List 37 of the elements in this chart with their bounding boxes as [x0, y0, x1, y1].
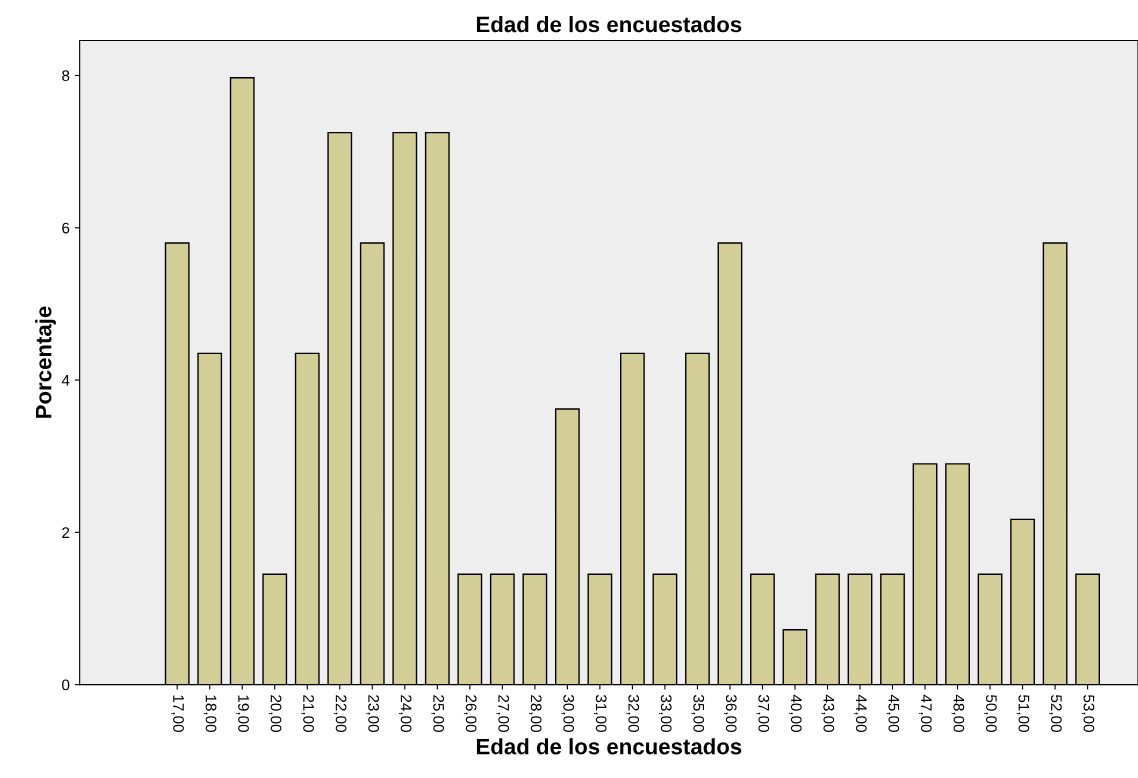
x-tick-label: 53,00: [1081, 694, 1095, 732]
x-tick-label: 17,00: [171, 695, 184, 732]
chart-title: Edad de los encuestados: [476, 16, 742, 33]
x-tick-label: 40,00: [789, 694, 802, 732]
x-tick-label: 33,00: [659, 694, 672, 732]
x-tick-label: 44,00: [854, 694, 867, 732]
x-tick-label: 22,00: [333, 695, 347, 732]
x-tick-label: 23,00: [366, 695, 380, 732]
x-tick-label: 48,00: [951, 694, 965, 732]
y-tick-label: 8: [62, 70, 70, 82]
x-tick-label: 31,00: [593, 694, 607, 732]
y-tick-label: 6: [62, 222, 70, 234]
x-tick-label: 47,00: [919, 694, 932, 732]
y-tick-label: 4: [61, 375, 70, 386]
x-axis-title: Edad de los encuestados: [476, 738, 742, 755]
x-tick-label: 24,00: [398, 695, 412, 732]
x-tick-label: 28,00: [528, 695, 542, 732]
y-tick-label: 0: [62, 679, 70, 691]
x-tick-label: 19,00: [236, 695, 249, 732]
x-tick-label: 36,00: [724, 694, 737, 732]
y-tick-label: 2: [62, 527, 70, 538]
x-tick-label: 50,00: [984, 694, 997, 732]
x-tick-label: 52,00: [1049, 694, 1062, 732]
x-tick-label: 30,00: [561, 694, 575, 732]
x-tick-label: 35,00: [691, 694, 705, 732]
x-tick-label: 25,00: [431, 695, 445, 732]
y-axis-title: Porcentaje: [35, 306, 56, 418]
x-tick-label: 45,00: [886, 694, 900, 732]
x-tick-label: 18,00: [203, 695, 217, 732]
x-tick-label: 51,00: [1016, 694, 1030, 732]
x-tick-label: 43,00: [821, 694, 835, 732]
x-tick-label: 20,00: [268, 695, 282, 732]
x-tick-label: 37,00: [756, 694, 770, 732]
x-tick-label: 26,00: [463, 695, 477, 732]
x-tick-label: 27,00: [496, 695, 510, 732]
x-tick-label: 32,00: [626, 694, 640, 732]
x-tick-label: 21,00: [301, 695, 314, 732]
